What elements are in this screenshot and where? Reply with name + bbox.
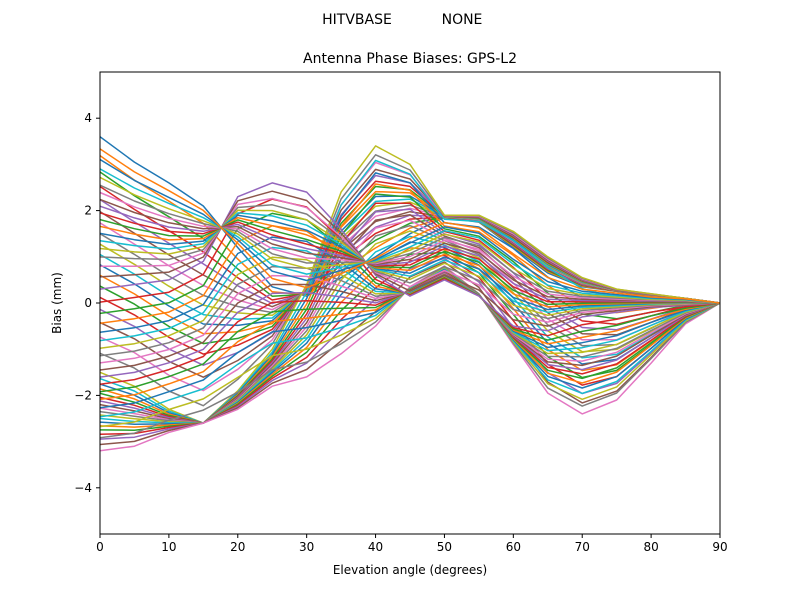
y-tick-label: 2: [84, 204, 92, 218]
x-tick-label: 80: [643, 540, 658, 554]
series-line: [100, 176, 720, 304]
series-line: [100, 158, 720, 304]
x-tick-label: 30: [299, 540, 314, 554]
y-tick-label: 4: [84, 111, 92, 125]
x-tick-label: 20: [230, 540, 245, 554]
x-axis: 0 10 20 30 40 50 60 70 80 90: [96, 534, 728, 554]
y-tick-label: −4: [74, 481, 92, 495]
series-line: [100, 212, 720, 304]
series-line: [100, 209, 720, 317]
x-tick-label: 50: [437, 540, 452, 554]
x-tick-label: 40: [368, 540, 383, 554]
series-line: [100, 216, 720, 308]
suptitle-right: NONE: [442, 12, 483, 28]
series-line: [100, 218, 720, 306]
y-axis: −4 −2 0 2 4: [74, 111, 100, 495]
series-line: [100, 184, 720, 304]
chart-title: Antenna Phase Biases: GPS-L2: [303, 51, 517, 67]
series-line: [100, 247, 720, 428]
series-line: [100, 198, 720, 304]
series-line: [100, 214, 720, 311]
x-tick-label: 70: [575, 540, 590, 554]
x-tick-label: 60: [506, 540, 521, 554]
y-axis-label: Bias (mm): [50, 272, 64, 334]
suptitle-left: HITVBASE: [322, 12, 392, 28]
x-tick-label: 10: [161, 540, 176, 554]
y-tick-label: 0: [84, 296, 92, 310]
series-line: [100, 205, 720, 304]
series-line: [100, 168, 720, 304]
series-line: [100, 148, 720, 304]
series-line: [100, 190, 720, 327]
x-axis-label: Elevation angle (degrees): [333, 563, 487, 577]
x-tick-label: 0: [96, 540, 104, 554]
series-line: [100, 212, 720, 314]
series-line: [100, 191, 720, 304]
series-line: [100, 197, 720, 323]
series-layer: [100, 136, 720, 452]
y-tick-label: −2: [74, 388, 92, 402]
series-line: [100, 204, 720, 320]
series-line: [100, 182, 720, 332]
x-tick-label: 90: [712, 540, 727, 554]
